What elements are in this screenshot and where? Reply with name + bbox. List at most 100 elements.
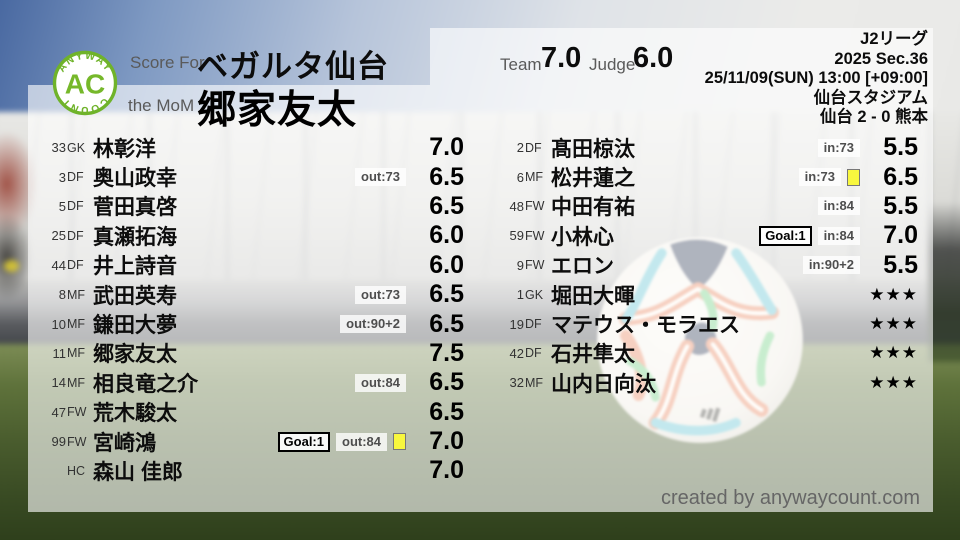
player-rating: 6.5	[429, 162, 464, 191]
player-rating: 7.0	[429, 133, 464, 162]
player-name: 山内日向汰	[551, 372, 656, 396]
venue: 仙台スタジアム	[813, 88, 928, 107]
player-row: 1 GK 堀田大暉 ★★★	[498, 280, 918, 309]
player-rating: 6.5	[429, 191, 464, 220]
player-number: 11	[52, 345, 67, 361]
yellow-card-icon	[847, 168, 860, 186]
player-name: エロン	[551, 255, 614, 279]
player-rating: ★★★	[869, 372, 918, 392]
player-name: 森山 佳郎	[93, 461, 183, 484]
substitution-badge: out:90+2	[340, 315, 406, 334]
player-position: MF	[67, 317, 86, 332]
player-number: 42	[509, 345, 524, 361]
judge-score-label: Judge	[589, 55, 636, 74]
team-name: ベガルタ仙台	[197, 49, 389, 84]
goal-badge: Goal:1	[277, 431, 330, 452]
player-row: 33 GK 林彰洋 7.0	[40, 133, 464, 162]
player-rating: 7.0	[429, 427, 464, 456]
credit-text: created by anywaycount.com	[660, 487, 920, 509]
logo-monogram: AC	[65, 69, 105, 100]
player-rating: 6.5	[429, 309, 464, 338]
player-row: 19 DF マテウス・モラエス ★★★	[498, 309, 918, 338]
player-number: 2	[516, 140, 524, 156]
player-row: 14 MF 相良竜之介 out:84 6.5	[40, 368, 464, 397]
player-name: 鎌田大夢	[93, 314, 177, 338]
substitution-badge: in:90+2	[802, 256, 860, 275]
player-name: 菅田真啓	[93, 196, 177, 220]
match-datetime: 25/11/09(SUN) 13:00 [+09:00]	[704, 69, 928, 87]
player-position: MF	[67, 375, 86, 390]
player-name: 郷家友太	[93, 343, 177, 367]
player-name: 相良竜之介	[93, 372, 198, 396]
player-rating: 7.0	[883, 221, 918, 250]
player-rating: ★★★	[869, 284, 918, 304]
blurred-foreground	[928, 202, 960, 362]
player-name: 石井隼太	[551, 343, 635, 367]
player-rating: 6.5	[883, 162, 918, 191]
team-score-value: 7.0	[541, 42, 582, 74]
player-row: 3 DF 奥山政幸 out:73 6.5	[40, 162, 464, 191]
player-row: 2 DF 髙田椋汰 in:73 5.5	[498, 133, 918, 162]
team-score-label: Team	[500, 55, 542, 74]
player-rating: 6.0	[429, 221, 464, 250]
player-number: 33	[51, 140, 66, 156]
player-name: 井上詩音	[93, 255, 177, 279]
yellow-card-icon	[393, 433, 406, 451]
player-row: 25 DF 真瀬拓海 6.0	[40, 221, 464, 250]
player-position: MF	[67, 287, 86, 302]
goal-badge: Goal:1	[759, 225, 812, 246]
player-row: 48 FW 中田有祐 in:84 5.5	[498, 192, 918, 221]
player-name: 宮崎鴻	[93, 431, 156, 455]
player-number: 99	[51, 434, 66, 450]
player-name: 髙田椋汰	[551, 137, 635, 161]
player-position: FW	[67, 405, 87, 420]
player-name: 松井蓮之	[551, 167, 635, 191]
anywaycount-logo: ANYWAY COUNT AC	[52, 50, 118, 116]
player-position: GK	[67, 140, 86, 155]
substitution-badge: out:84	[355, 373, 406, 392]
player-number: 59	[509, 228, 524, 244]
player-number: 47	[51, 404, 66, 420]
player-rating: 5.5	[883, 191, 918, 220]
substitution-badge: out:73	[355, 285, 406, 304]
player-number: 6	[516, 169, 524, 185]
league-name: J2リーグ	[860, 30, 928, 48]
blurred-foreground	[0, 214, 32, 300]
player-position: FW	[525, 228, 545, 243]
player-position: DF	[525, 346, 542, 361]
player-position: DF	[67, 199, 84, 214]
player-row: 99 FW 宮崎鴻 Goal:1 out:84 7.0	[40, 427, 464, 456]
player-name: マテウス・モラエス	[551, 314, 740, 338]
player-rating: 6.5	[429, 280, 464, 309]
final-score: 仙台 2 - 0 熊本	[819, 108, 928, 126]
player-number: 1	[516, 287, 524, 303]
player-name: 中田有祐	[551, 196, 635, 220]
substitution-badge: out:84	[336, 432, 387, 451]
player-position: DF	[67, 228, 84, 243]
player-position: MF	[525, 375, 544, 390]
player-name: 林彰洋	[93, 137, 156, 161]
player-name: 武田英寿	[93, 284, 177, 308]
player-row: 42 DF 石井隼太 ★★★	[498, 339, 918, 368]
player-row: 10 MF 鎌田大夢 out:90+2 6.5	[40, 309, 464, 338]
player-rating: 5.5	[883, 133, 918, 162]
season-section: 2025 Sec.36	[834, 49, 928, 68]
player-rating: 7.0	[429, 456, 464, 485]
player-position: DF	[525, 317, 542, 332]
player-rating: 6.5	[429, 368, 464, 397]
substitutes-column: 2 DF 髙田椋汰 in:73 5.5 6 MF 松井蓮之 in:73 6.5 …	[498, 133, 918, 398]
player-position: GK	[525, 287, 544, 302]
header-panel	[430, 28, 933, 85]
player-rating: 7.5	[429, 338, 464, 367]
player-number: 9	[516, 257, 524, 273]
player-row: 11 MF 郷家友太 7.5	[40, 338, 465, 368]
player-position: DF	[67, 170, 84, 185]
judge-score-value: 6.0	[633, 42, 674, 74]
player-row: 5 DF 菅田真啓 6.5	[40, 192, 464, 221]
player-position: MF	[525, 170, 544, 185]
player-position: HC	[67, 463, 86, 478]
player-rating: 6.5	[429, 397, 464, 426]
player-number: 48	[509, 198, 524, 214]
player-name: 奥山政幸	[93, 167, 177, 191]
match-info: J2リーグ 2025 Sec.36 25/11/09(SUN) 13:00 [+…	[705, 30, 928, 128]
